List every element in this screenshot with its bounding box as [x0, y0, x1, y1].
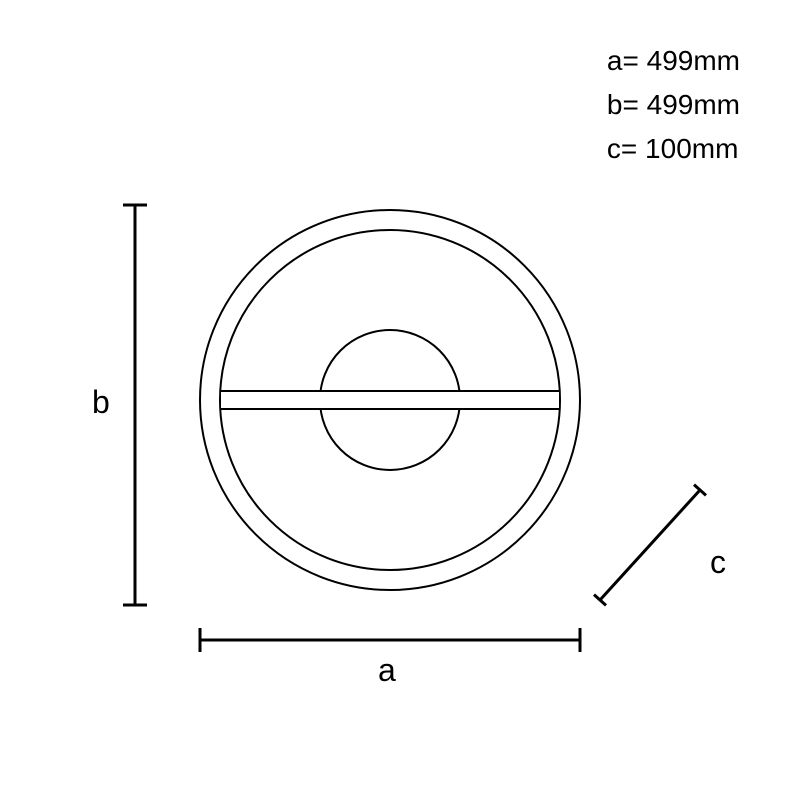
dimension-legend: a= 499mm b= 499mm c= 100mm	[607, 40, 740, 172]
dimension-c-indicator	[594, 485, 706, 606]
label-a: a	[378, 652, 396, 689]
label-b: b	[92, 384, 110, 421]
bar-fill	[221, 392, 559, 408]
legend-a: a= 499mm	[607, 40, 740, 82]
legend-c: c= 100mm	[607, 128, 740, 170]
dimension-b-indicator	[123, 205, 147, 605]
label-c: c	[710, 544, 726, 581]
legend-b: b= 499mm	[607, 84, 740, 126]
diagram-container: a= 499mm b= 499mm c= 100mm b a c	[0, 0, 800, 800]
dimension-a-indicator	[200, 628, 580, 652]
